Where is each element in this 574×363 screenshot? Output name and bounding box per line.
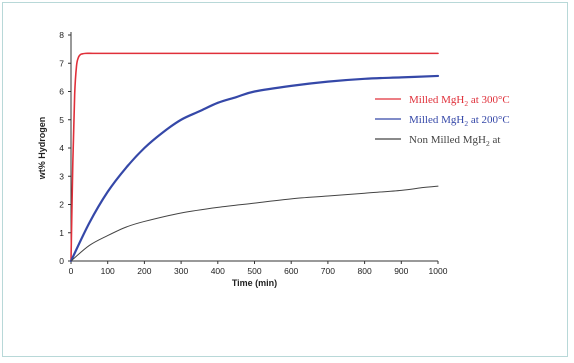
x-tick-label: 800 bbox=[358, 266, 372, 276]
x-tick-label: 0 bbox=[69, 266, 74, 276]
y-tick-label: 8 bbox=[59, 30, 64, 40]
x-tick-label: 200 bbox=[137, 266, 151, 276]
series-line-3 bbox=[70, 185, 439, 262]
x-tick-label: 700 bbox=[321, 266, 335, 276]
x-tick-label: 400 bbox=[211, 266, 225, 276]
series-layer bbox=[69, 52, 440, 263]
y-axis-title: wt% Hydrogen bbox=[37, 117, 47, 181]
x-tick-label: 1000 bbox=[429, 266, 448, 276]
x-tick-label: 900 bbox=[394, 266, 408, 276]
legend: Milled MgH2 at 300°C Milled MgH2 at 200°C… bbox=[375, 94, 510, 148]
y-tick-label: 2 bbox=[59, 200, 64, 210]
y-tick-label: 7 bbox=[59, 58, 64, 68]
y-tick-label: 5 bbox=[59, 115, 64, 125]
legend-entry-1: Milled MgH2 at 300°C bbox=[409, 94, 510, 108]
series-line-1 bbox=[70, 52, 439, 262]
axis-labels: wt% Hydrogen Time (min) bbox=[37, 117, 277, 288]
series-line-2 bbox=[69, 74, 440, 263]
x-tick-label: 500 bbox=[247, 266, 261, 276]
legend-entry-2: Milled MgH2 at 200°C bbox=[409, 114, 510, 128]
chart: 0 1 2 3 4 5 6 7 8 0 100 200 300 400 500 600 700 800 900 100… bbox=[37, 30, 510, 288]
y-tick-label: 6 bbox=[59, 87, 64, 97]
x-tick-label: 100 bbox=[101, 266, 115, 276]
x-tick-label: 600 bbox=[284, 266, 298, 276]
y-tick-label: 4 bbox=[59, 143, 64, 153]
y-tick-label: 3 bbox=[59, 171, 64, 181]
x-tick-label: 300 bbox=[174, 266, 188, 276]
chart-frame: 0 1 2 3 4 5 6 7 8 0 100 200 300 400 500 600 700 800 900 100… bbox=[2, 2, 568, 357]
axes: 0 1 2 3 4 5 6 7 8 0 100 200 300 400 500 600 700 800 900 100… bbox=[59, 30, 447, 276]
y-tick-label: 0 bbox=[59, 256, 64, 266]
y-tick-label: 1 bbox=[59, 228, 64, 238]
legend-entry-3: Non Milled MgH2 at bbox=[409, 134, 500, 148]
x-axis-title: Time (min) bbox=[232, 278, 277, 288]
